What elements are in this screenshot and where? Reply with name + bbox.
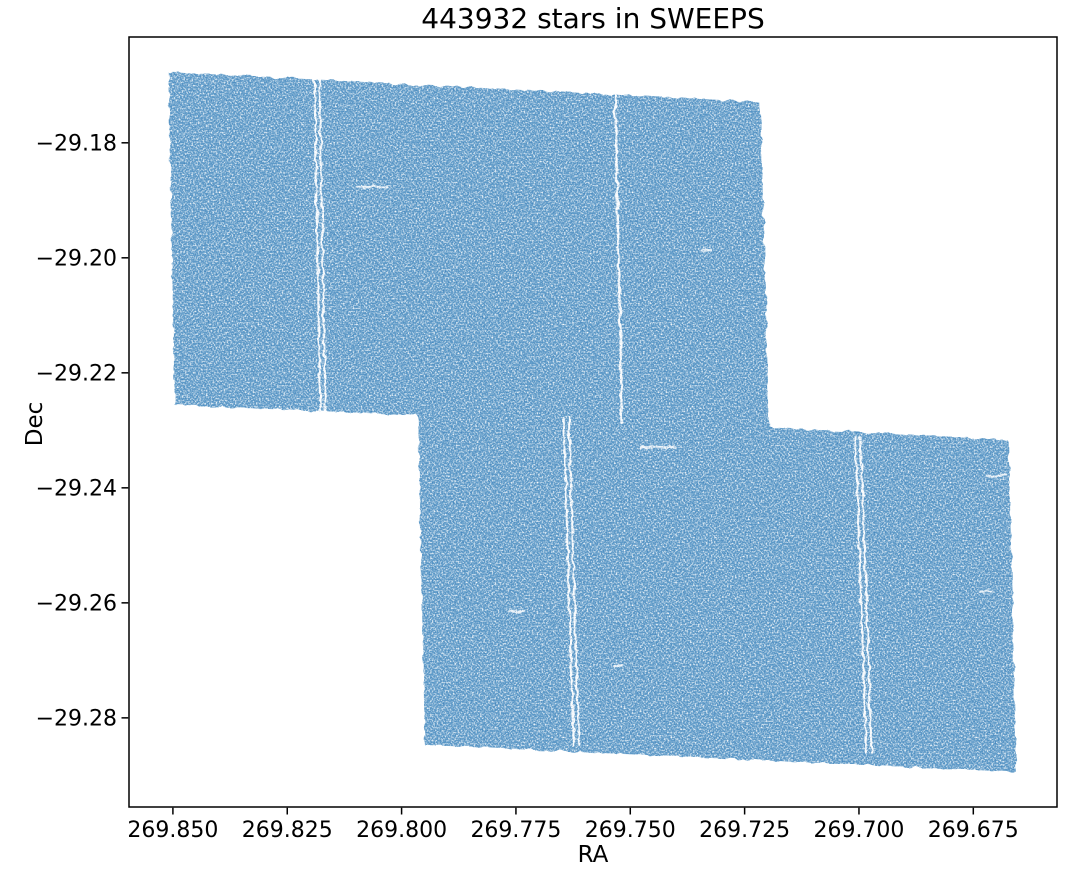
- x-tick-label: 269.675: [928, 818, 1019, 843]
- x-axis-label: RA: [578, 842, 609, 868]
- chip-gap-line-2: [613, 93, 624, 426]
- artifact-streak-6: [356, 185, 387, 189]
- x-tick-label: 269.825: [242, 818, 333, 843]
- star-field-layer: [168, 72, 1017, 772]
- chip-gap-line-3: [562, 416, 575, 748]
- y-tick-label: −29.18: [36, 131, 117, 156]
- x-tick-label: 269.800: [356, 818, 447, 843]
- chip-gap-line-4: [854, 436, 868, 755]
- axis-ticks: 269.850 269.825 269.800 269.775 269.750 269.7…: [36, 131, 1019, 843]
- artifact-streak-5: [612, 664, 624, 668]
- y-tick-label: −29.24: [36, 476, 117, 501]
- x-tick-label: 269.775: [470, 818, 561, 843]
- chip-gap-line-1: [313, 78, 322, 414]
- y-tick-label: −29.20: [36, 246, 117, 271]
- x-tick-label: 269.850: [127, 818, 218, 843]
- plot-title: 443932 stars in SWEEPS: [421, 2, 764, 35]
- artifact-streak-3: [978, 590, 993, 594]
- x-tick-label: 269.725: [699, 818, 790, 843]
- y-tick-label: −29.22: [36, 361, 117, 386]
- chip-gap-line-3: [567, 416, 580, 748]
- artifact-streak-4: [508, 609, 525, 613]
- chip-gap-line-4: [859, 436, 873, 754]
- artifact-streak-2: [985, 474, 1008, 477]
- y-axis-label: Dec: [22, 402, 48, 447]
- x-tick-label: 269.700: [813, 818, 904, 843]
- artifact-streak-1: [640, 445, 676, 449]
- y-tick-label: −29.28: [36, 706, 117, 731]
- y-tick-label: −29.26: [36, 591, 117, 616]
- x-tick-label: 269.750: [585, 818, 676, 843]
- axes-border: [128, 36, 1058, 808]
- footprint-south-field: [418, 409, 1017, 772]
- footprint-north-field: [168, 72, 770, 430]
- artifact-streak-7: [700, 248, 713, 251]
- chip-gap-line-1: [318, 78, 327, 413]
